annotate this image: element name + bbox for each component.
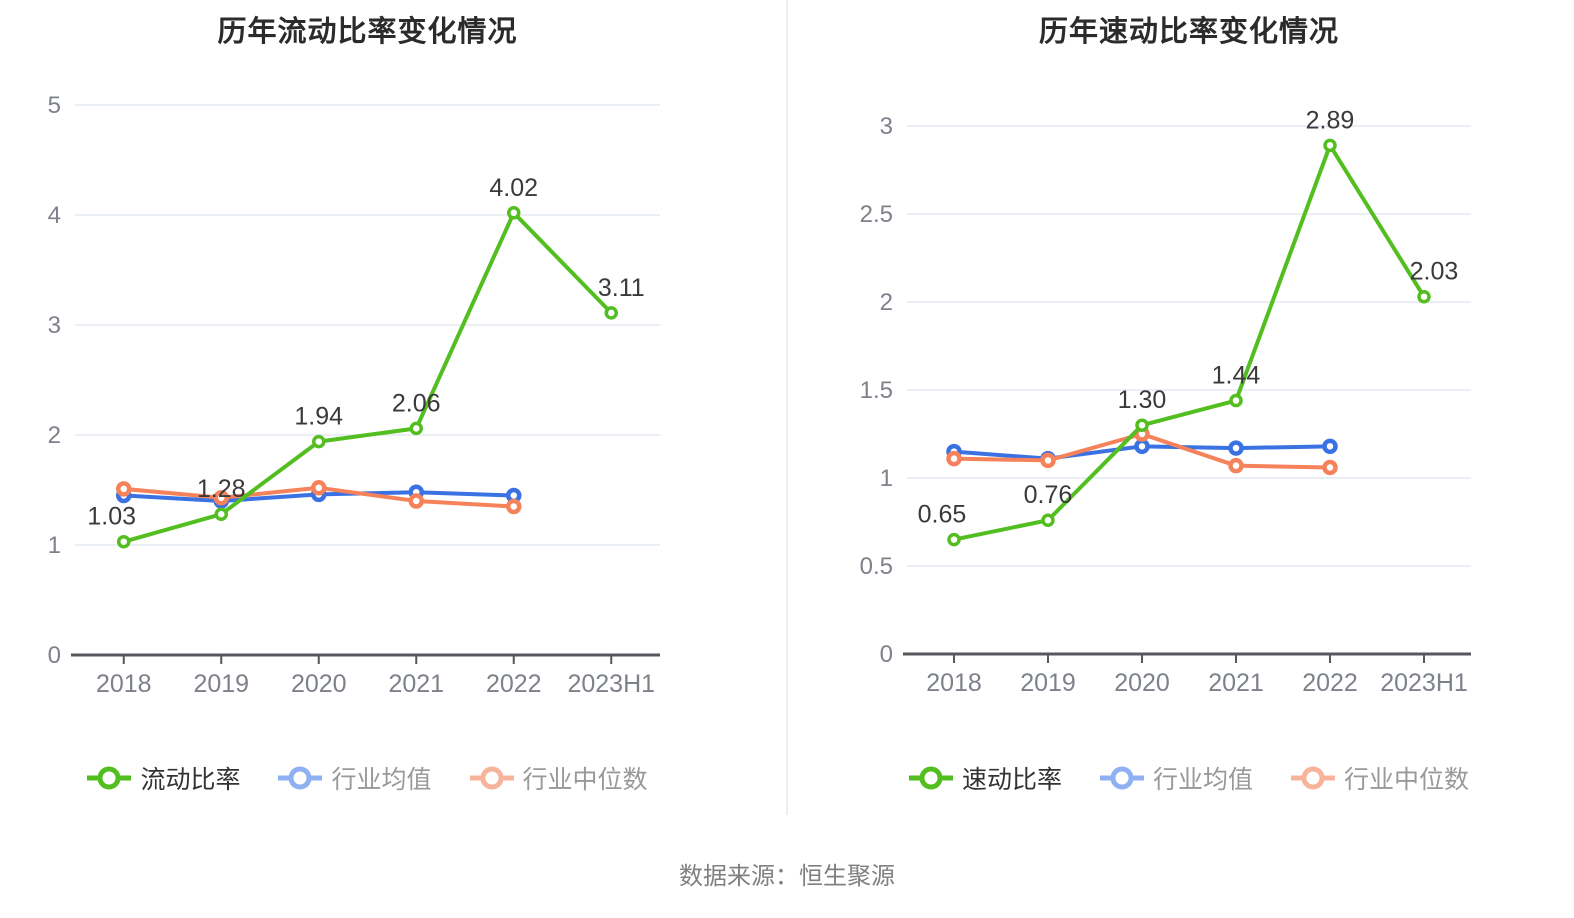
data-point-marker [1135, 418, 1149, 432]
legend-circle [97, 766, 121, 790]
series-line-0 [121, 210, 614, 544]
y-tick-label: 0.5 [860, 553, 893, 580]
data-point-label: 1.44 [1212, 362, 1261, 390]
chart-title-quick-ratio: 历年速动比率变化情况 [1038, 16, 1339, 48]
legend-quick-ratio: 速动比率 行业均值 行业中位数 [907, 760, 1471, 796]
data-point-marker [507, 206, 521, 220]
line-chart-quick-ratio: 0 0.5 1 1.5 2 2.5 3 2018 2019 2020 2021 2022 2023H1 0… [860, 106, 1471, 697]
line-chart-current-ratio: 0 1 2 3 4 5 2018 2019 2020 2021 2022 2023H1 1.03 1.28… [48, 92, 660, 698]
data-point-marker [946, 450, 962, 467]
y-tick-label: 4 [48, 202, 61, 229]
data-point-marker [1322, 459, 1338, 476]
data-point-label: 4.02 [489, 174, 538, 202]
data-point-marker [1322, 438, 1338, 455]
legend-circle [1301, 766, 1325, 790]
legend-circle [919, 766, 943, 790]
data-point-label: 2.89 [1306, 106, 1355, 134]
x-tick-label: 2018 [96, 670, 152, 698]
legend-circle [1110, 766, 1134, 790]
y-tick-label: 1.5 [860, 377, 893, 404]
y-tick-label: 2 [48, 422, 61, 449]
data-point-marker [1041, 513, 1055, 527]
legend-item-2[interactable]: 行业中位数 [1291, 760, 1469, 796]
chart-title-current-ratio: 历年流动比率变化情况 [217, 16, 518, 48]
legend-circle [288, 766, 312, 790]
x-tick-label: 2022 [486, 670, 542, 698]
legend-item-1[interactable]: 行业均值 [1099, 760, 1253, 796]
x-tick-label: 2020 [291, 670, 347, 698]
data-point-marker [1323, 138, 1337, 153]
x-tick-label: 2023H1 [567, 670, 655, 698]
data-point-marker [506, 498, 522, 515]
legend-label: 流动比率 [140, 766, 241, 794]
y-tick-label: 0 [880, 641, 893, 668]
legend-line-marker-icon [1291, 766, 1335, 790]
data-point-marker [408, 493, 424, 509]
data-point-marker [1228, 457, 1244, 474]
x-tick-label: 2020 [1114, 669, 1170, 697]
panel-divider [786, 0, 788, 815]
data-point-label: 1.03 [87, 503, 136, 531]
data-point-marker [311, 480, 327, 496]
legend-item-0[interactable]: 速动比率 [908, 760, 1062, 796]
data-point-label: 2.03 [1410, 258, 1459, 286]
legend-line-marker-icon [469, 766, 514, 790]
chart-panel-current-ratio: 历年流动比率变化情况 0 1 2 3 4 5 2018 2019 2020 2021 2022 202… [0, 0, 787, 815]
y-tick-label: 1 [48, 532, 61, 559]
x-tick-label: 2023H1 [1380, 669, 1468, 697]
legend-item-1[interactable]: 行业均值 [278, 760, 432, 796]
data-point-marker [1134, 438, 1150, 455]
x-tick-label: 2021 [1208, 669, 1264, 697]
x-tick-label: 2021 [388, 670, 444, 698]
legend-label: 速动比率 [961, 766, 1062, 794]
y-tick-label: 1 [880, 465, 893, 492]
data-point-marker [1417, 289, 1431, 304]
legend-item-0[interactable]: 流动比率 [87, 760, 240, 796]
data-point-label: 1.28 [197, 475, 246, 503]
data-point-marker [409, 421, 423, 436]
legend-current-ratio: 流动比率 行业均值 行业中位数 [75, 760, 660, 796]
legend-line-marker-icon [278, 766, 323, 790]
data-point-label: 0.65 [918, 501, 967, 529]
y-tick-label: 5 [48, 92, 61, 119]
data-source-note: 数据来源：恒生聚源 [679, 863, 895, 890]
data-point-marker [312, 434, 326, 449]
legend-line-marker-icon [1099, 766, 1144, 790]
data-point-marker [1040, 452, 1056, 469]
data-point-label: 1.30 [1118, 386, 1167, 414]
x-tick-label: 2019 [1020, 669, 1076, 697]
data-point-marker [1228, 440, 1244, 456]
y-tick-label: 2.5 [860, 201, 893, 228]
data-point-marker [947, 532, 961, 547]
legend-label: 行业均值 [331, 766, 432, 794]
data-point-marker [117, 534, 131, 549]
data-point-label: 3.11 [598, 274, 645, 302]
x-tick-label: 2019 [193, 670, 249, 698]
data-point-label: 2.06 [392, 389, 441, 417]
legend-label: 行业中位数 [1344, 766, 1470, 794]
legend-label: 行业中位数 [522, 766, 648, 794]
legend-circle [480, 766, 503, 790]
data-point-marker [1229, 393, 1243, 408]
legend-item-2[interactable]: 行业中位数 [469, 760, 648, 796]
data-point-marker [604, 306, 618, 320]
y-tick-label: 2 [880, 289, 893, 316]
chart-panel-quick-ratio: 历年速动比率变化情况 0 0.5 1 1.5 2 2.5 3 2018 2019 2020 2021… [787, 0, 1574, 815]
data-point-label: 1.94 [294, 403, 343, 431]
data-point-label: 0.76 [1024, 481, 1073, 509]
y-tick-label: 3 [48, 312, 61, 339]
x-tick-label: 2018 [926, 669, 982, 697]
y-tick-label: 3 [880, 113, 893, 140]
legend-label: 行业均值 [1152, 766, 1253, 794]
legend-line-marker-icon [908, 766, 953, 790]
x-tick-label: 2022 [1302, 669, 1358, 697]
y-tick-label: 0 [48, 642, 61, 669]
series-line-0 [952, 143, 1426, 542]
data-point-marker [214, 507, 228, 521]
data-point-marker [213, 489, 229, 506]
legend-line-marker-icon [87, 766, 132, 790]
data-point-marker [116, 481, 132, 497]
